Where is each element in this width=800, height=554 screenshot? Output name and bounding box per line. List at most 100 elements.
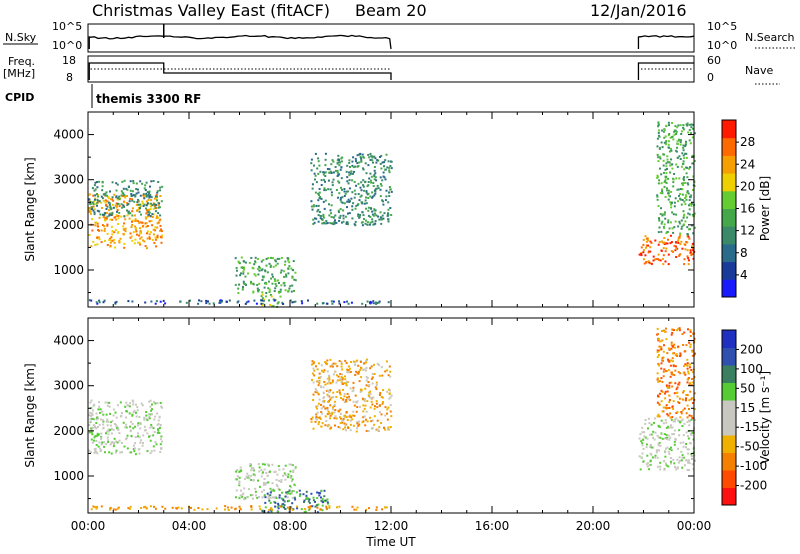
data-pixel <box>350 301 353 304</box>
data-pixel <box>242 280 245 283</box>
data-pixel <box>97 445 100 448</box>
data-pixel <box>346 180 349 183</box>
data-pixel <box>109 212 112 215</box>
data-pixel <box>156 190 159 193</box>
data-pixel <box>270 256 273 259</box>
data-pixel <box>264 501 267 504</box>
data-pixel <box>682 445 685 448</box>
data-pixel <box>657 253 660 256</box>
data-pixel <box>155 300 158 303</box>
data-pixel <box>337 375 340 378</box>
data-pixel <box>148 417 151 420</box>
data-pixel <box>339 408 342 411</box>
data-pixel <box>317 208 320 211</box>
data-pixel <box>98 238 101 241</box>
data-pixel <box>360 159 363 162</box>
data-pixel <box>107 420 110 423</box>
data-pixel <box>261 293 264 296</box>
data-pixel <box>94 181 97 184</box>
data-pixel <box>89 212 92 215</box>
data-pixel <box>334 169 337 172</box>
data-pixel <box>370 365 373 368</box>
data-pixel <box>660 182 663 185</box>
data-pixel <box>681 425 684 427</box>
data-pixel <box>94 426 96 429</box>
data-pixel <box>153 431 156 434</box>
data-pixel <box>262 510 265 513</box>
data-pixel <box>138 436 141 439</box>
data-pixel <box>265 282 268 285</box>
colorbar-tick-label: 4 <box>740 268 748 282</box>
data-pixel <box>345 170 348 173</box>
data-pixel <box>385 153 388 156</box>
data-pixel <box>660 389 663 392</box>
data-pixel <box>343 301 346 304</box>
data-pixel <box>680 165 683 168</box>
data-pixel <box>369 195 372 198</box>
data-pixel <box>130 451 133 454</box>
data-pixel <box>640 440 643 443</box>
data-pixel <box>365 191 368 194</box>
data-pixel <box>642 251 645 254</box>
data-pixel <box>681 333 684 336</box>
data-pixel <box>672 138 675 141</box>
data-pixel <box>647 244 650 247</box>
data-pixel <box>132 411 135 414</box>
data-pixel <box>249 494 252 497</box>
data-pixel <box>274 287 277 290</box>
data-pixel <box>373 155 376 158</box>
colorbar-frame <box>721 329 737 506</box>
data-pixel <box>305 498 308 500</box>
data-pixel <box>341 188 343 191</box>
data-pixel <box>692 175 695 178</box>
data-pixel <box>238 483 241 485</box>
data-pixel <box>691 350 694 353</box>
data-pixel <box>379 183 382 185</box>
data-pixel <box>271 482 274 485</box>
data-pixel <box>275 495 277 498</box>
data-pixel <box>313 374 316 377</box>
data-pixel <box>681 466 684 469</box>
data-pixel <box>251 494 254 496</box>
data-pixel <box>664 178 667 181</box>
colorbar-tick-label: 8 <box>740 246 748 260</box>
data-pixel <box>91 201 94 204</box>
data-pixel <box>374 386 377 389</box>
data-pixel <box>361 397 364 400</box>
data-pixel <box>308 501 311 504</box>
data-pixel <box>276 279 279 282</box>
data-pixel <box>91 208 94 211</box>
data-pixel <box>325 220 328 222</box>
data-pixel <box>359 186 362 189</box>
data-pixel <box>332 171 335 174</box>
data-pixel <box>102 413 105 416</box>
data-pixel <box>340 186 342 189</box>
data-pixel <box>330 172 333 174</box>
data-pixel <box>660 433 663 436</box>
data-pixel <box>363 218 365 220</box>
data-pixel <box>388 166 391 169</box>
colorbar-tick-label: 200 <box>740 342 763 356</box>
data-pixel <box>371 403 374 406</box>
data-pixel <box>129 430 132 433</box>
data-pixel <box>362 168 365 171</box>
data-pixel <box>96 198 99 201</box>
data-pixel <box>681 193 684 196</box>
data-pixel <box>151 224 154 227</box>
data-pixel <box>114 216 117 219</box>
data-pixel <box>123 215 126 218</box>
data-pixel <box>371 376 374 379</box>
data-pixel <box>92 203 95 205</box>
data-pixel <box>390 160 393 163</box>
data-pixel <box>361 421 364 424</box>
data-pixel <box>328 374 330 377</box>
data-pixel <box>659 461 662 464</box>
data-pixel <box>116 198 119 201</box>
data-pixel <box>134 442 137 445</box>
data-pixel <box>388 171 391 174</box>
data-pixel <box>369 416 372 419</box>
data-pixel <box>275 478 278 481</box>
data-pixel <box>116 426 119 429</box>
data-pixel <box>290 486 293 489</box>
data-pixel <box>90 299 93 302</box>
